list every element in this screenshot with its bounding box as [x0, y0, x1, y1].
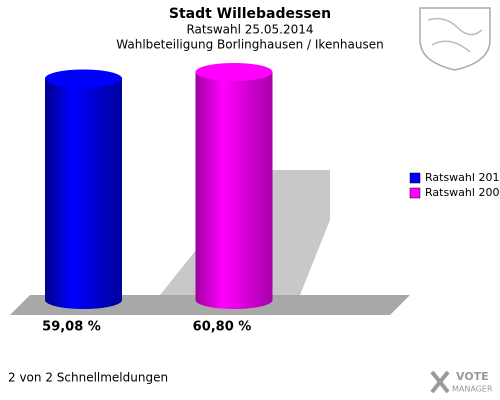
chart-subtitle: Ratswahl 25.05.2014 — [186, 23, 313, 37]
logo-text: MANAGER — [452, 385, 493, 394]
legend-label: Ratswahl 2009 — [425, 186, 500, 199]
bar — [45, 78, 122, 300]
chart-title: Stadt Willebadessen — [169, 6, 331, 22]
logo-text: VOTE — [456, 370, 489, 383]
bar — [195, 72, 273, 300]
legend-swatch — [409, 187, 421, 199]
bar-top — [195, 63, 273, 81]
value-label: 59,08 % — [42, 320, 101, 335]
chart-description: Wahlbeteiligung Borlinghausen / Ikenhaus… — [116, 38, 383, 52]
legend-label: Ratswahl 2014 — [425, 171, 500, 184]
logo: VOTE MANAGER — [430, 370, 493, 394]
legend-swatch — [409, 172, 421, 184]
emblem — [419, 7, 491, 71]
bar-top — [45, 69, 122, 88]
footer: 2 von 2 Schnellmeldungen — [8, 371, 168, 385]
value-label: 60,80 % — [193, 320, 252, 335]
